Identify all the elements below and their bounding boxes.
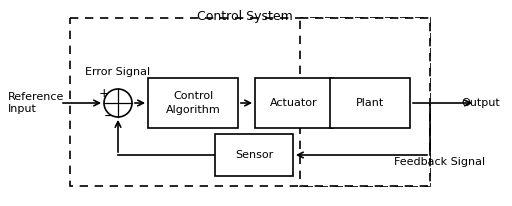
Bar	[300, 18, 430, 186]
Circle shape	[104, 89, 132, 117]
Text: Control System: Control System	[197, 10, 293, 23]
Text: Feedback Signal: Feedback Signal	[394, 157, 485, 167]
Text: Error Signal: Error Signal	[86, 67, 151, 77]
Text: Actuator: Actuator	[270, 98, 318, 108]
Text: Control
Algorithm: Control Algorithm	[165, 91, 220, 115]
Text: Output: Output	[461, 98, 500, 108]
Bar	[148, 78, 238, 128]
Text: Sensor: Sensor	[235, 150, 273, 160]
Text: Reference
Input: Reference Input	[8, 92, 65, 114]
Bar	[70, 18, 430, 186]
Bar	[215, 134, 293, 176]
Bar	[255, 78, 333, 128]
Bar	[330, 78, 410, 128]
Text: −: −	[104, 110, 114, 123]
Text: +: +	[99, 87, 110, 99]
Text: Plant: Plant	[356, 98, 384, 108]
